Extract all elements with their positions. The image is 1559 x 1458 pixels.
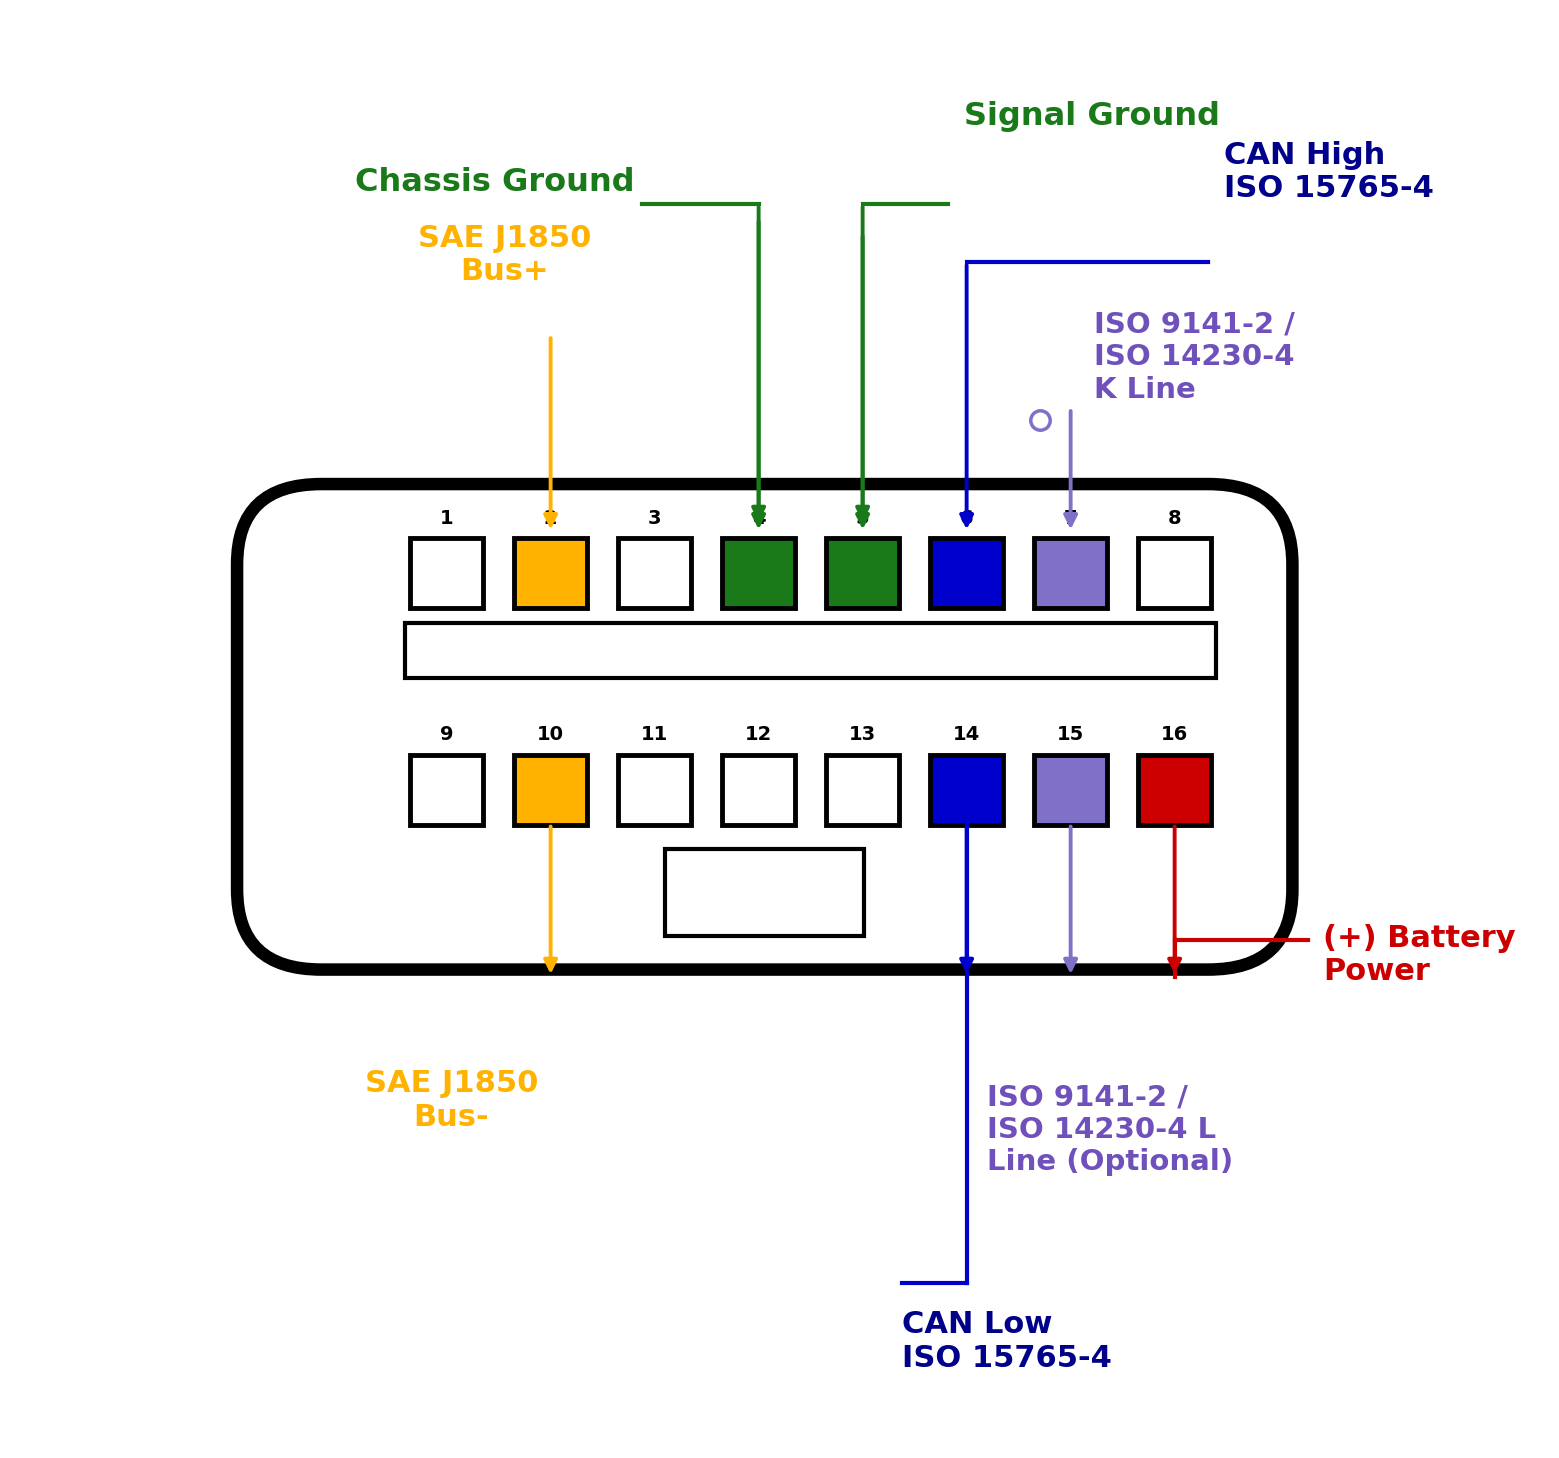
Text: 16: 16 (1161, 725, 1188, 744)
Text: 15: 15 (1057, 725, 1084, 744)
Text: ISO 9141-2 /
ISO 14230-4
K Line: ISO 9141-2 / ISO 14230-4 K Line (1093, 311, 1294, 404)
Text: SAE J1850
Bus-: SAE J1850 Bus- (365, 1070, 538, 1131)
Bar (410, 755, 483, 825)
Text: 1: 1 (440, 509, 454, 528)
Text: Chassis Ground: Chassis Ground (355, 166, 635, 198)
Text: CAN High
ISO 15765-4: CAN High ISO 15765-4 (1224, 141, 1433, 203)
Bar (722, 538, 795, 608)
Text: 4: 4 (751, 509, 765, 528)
Text: SAE J1850
Bus+: SAE J1850 Bus+ (418, 225, 591, 286)
Bar (826, 755, 900, 825)
Bar (1138, 755, 1211, 825)
Bar (722, 755, 795, 825)
Bar (929, 755, 1004, 825)
Text: Signal Ground: Signal Ground (963, 101, 1219, 133)
Text: ISO 9141-2 /
ISO 14230-4 L
Line (Optional): ISO 9141-2 / ISO 14230-4 L Line (Optiona… (987, 1083, 1233, 1177)
Text: 14: 14 (953, 725, 981, 744)
Bar (826, 538, 900, 608)
Text: 5: 5 (856, 509, 870, 528)
FancyBboxPatch shape (237, 484, 1292, 970)
Bar (929, 538, 1004, 608)
Text: 13: 13 (850, 725, 876, 744)
Text: 2: 2 (544, 509, 558, 528)
Bar (514, 538, 588, 608)
Text: (+) Battery
Power: (+) Battery Power (1324, 924, 1515, 986)
Bar (514, 755, 588, 825)
Text: 9: 9 (440, 725, 454, 744)
Bar (1138, 538, 1211, 608)
Bar (1034, 538, 1107, 608)
Text: 10: 10 (538, 725, 564, 744)
Bar (617, 755, 691, 825)
Bar (617, 538, 691, 608)
Text: 8: 8 (1168, 509, 1182, 528)
Text: 7: 7 (1063, 509, 1077, 528)
Text: 11: 11 (641, 725, 669, 744)
Text: 6: 6 (960, 509, 973, 528)
Text: 12: 12 (745, 725, 772, 744)
Text: 3: 3 (649, 509, 661, 528)
Bar (666, 849, 864, 936)
Bar (1034, 755, 1107, 825)
FancyBboxPatch shape (405, 623, 1216, 678)
Text: CAN Low
ISO 15765-4: CAN Low ISO 15765-4 (903, 1311, 1112, 1372)
Bar (410, 538, 483, 608)
